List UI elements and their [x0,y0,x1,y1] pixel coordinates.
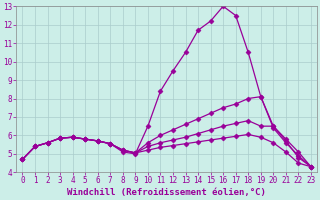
X-axis label: Windchill (Refroidissement éolien,°C): Windchill (Refroidissement éolien,°C) [67,188,266,197]
